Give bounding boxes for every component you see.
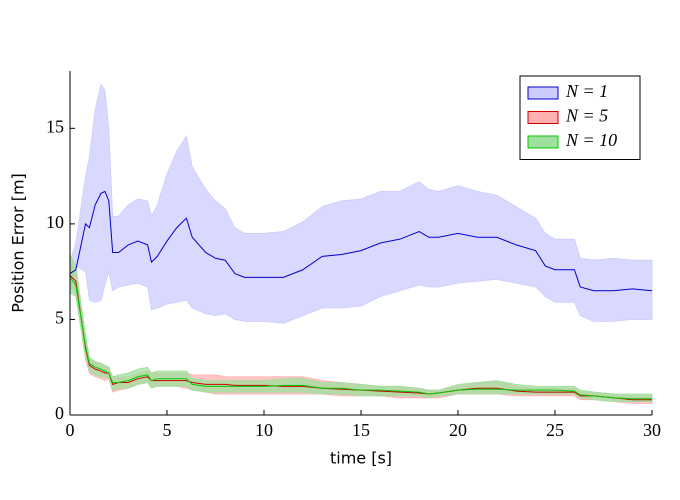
legend-label: N = 5 — [565, 106, 608, 126]
legend-label: N = 10 — [565, 130, 617, 150]
x-axis-label: time [s] — [330, 449, 392, 468]
x-tick-label: 15 — [352, 420, 370, 440]
legend-swatch — [527, 135, 559, 149]
legend-swatch — [527, 86, 559, 100]
legend-label: N = 1 — [565, 81, 608, 101]
y-tick-label: 0 — [55, 403, 64, 423]
x-tick-label: 10 — [255, 420, 273, 440]
line — [69, 277, 652, 400]
x-tick-label: 20 — [449, 420, 467, 440]
y-axis-label: Position Error [m] — [9, 173, 28, 313]
legend-swatch — [527, 111, 559, 124]
y-tick-label: 15 — [46, 116, 64, 136]
y-tick-label: 5 — [55, 308, 64, 328]
x-tick-label: 30 — [643, 420, 661, 440]
y-tick-label: 10 — [46, 212, 64, 232]
x-tick-label: 5 — [163, 420, 172, 440]
x-tick-label: 0 — [66, 420, 75, 440]
x-tick-label: 25 — [546, 420, 564, 440]
line — [69, 190, 653, 292]
band — [69, 83, 653, 324]
line — [69, 275, 652, 401]
band — [69, 254, 653, 403]
